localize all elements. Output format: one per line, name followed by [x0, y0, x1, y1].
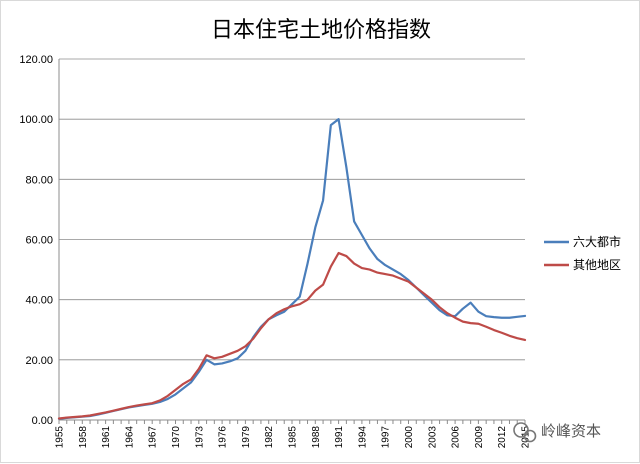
- watermark-text: 岭峰资本: [541, 422, 601, 440]
- y-axis-ticks: 0.00 20.00 40.00 60.00 80.00 100.00 120.00: [19, 54, 53, 427]
- wechat-icon: [513, 422, 537, 443]
- x-tick-label: 1961: [101, 426, 112, 449]
- legend-label: 六大都市: [573, 234, 621, 249]
- x-tick-label: 1955: [55, 426, 66, 449]
- x-tick-label: 1967: [148, 426, 159, 449]
- x-tick-label: 1982: [264, 426, 275, 449]
- x-tick-label: 2009: [474, 426, 485, 449]
- watermark: 岭峰资本: [513, 422, 601, 443]
- x-tick-label: 1973: [194, 426, 205, 449]
- y-tick-label: 0.00: [32, 415, 53, 427]
- x-tick-label: 1991: [334, 426, 345, 449]
- x-tick-label: 1985: [288, 426, 299, 449]
- x-tick-label: 1970: [171, 426, 182, 449]
- chart-title: 日本住宅土地价格指数: [211, 18, 431, 43]
- x-tick-label: 1976: [218, 426, 229, 449]
- y-tick-label: 120.00: [19, 54, 53, 66]
- y-tick-label: 40.00: [25, 295, 53, 307]
- y-tick-label: 20.00: [25, 355, 53, 367]
- y-tick-label: 80.00: [25, 174, 53, 186]
- x-tick-label: 1988: [311, 426, 322, 449]
- x-tick-label: 2006: [451, 426, 462, 449]
- y-tick-label: 60.00: [25, 235, 53, 247]
- x-tick-label: 1958: [78, 426, 89, 449]
- x-tick-label: 1997: [381, 426, 392, 449]
- series-lines: [57, 118, 527, 420]
- x-tick-label: 1964: [124, 426, 135, 449]
- x-tick-label: 2003: [427, 426, 438, 449]
- x-axis-ticks: 1955 1958 1961 1964 1967 1970 1973 1976 1979 1982…: [55, 420, 532, 448]
- gridlines: [59, 58, 525, 361]
- y-tick-label: 100.00: [19, 114, 53, 126]
- series-line-1: [57, 118, 527, 420]
- series-line-2: [57, 251, 527, 420]
- x-tick-label: 1994: [357, 426, 368, 449]
- x-tick-label: 1979: [241, 426, 252, 449]
- axes: [58, 59, 525, 421]
- legend-label: 其他地区: [573, 258, 621, 272]
- x-tick-label: 2012: [497, 426, 508, 449]
- x-tick-label: 2015: [521, 426, 532, 449]
- x-tick-label: 2000: [404, 426, 415, 449]
